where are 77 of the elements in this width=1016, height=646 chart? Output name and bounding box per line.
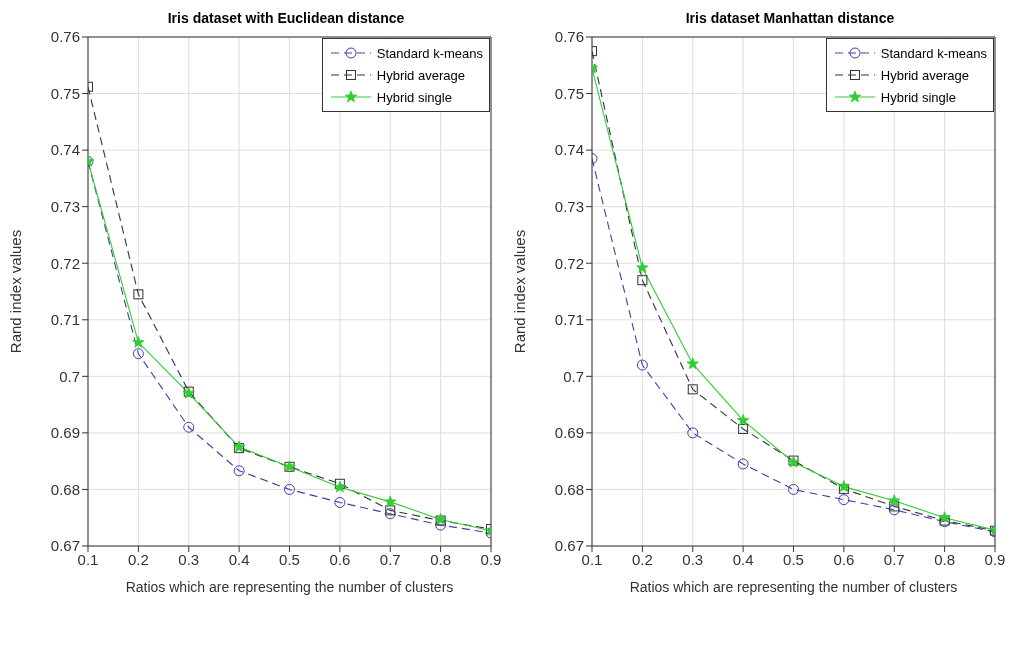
point [888,504,900,516]
y-tick-label: 0.73 [554,197,584,215]
point [938,511,951,523]
point [738,423,749,434]
y-tick-label: 0.75 [50,84,80,102]
point [183,421,195,433]
y-tick-label: 0.67 [50,537,80,555]
legend-label: Standard k-means [376,45,483,61]
point [132,348,144,360]
y-tick-label: 0.7 [59,367,80,385]
legend-label: Standard k-means [880,45,987,61]
y-tick-label: 0.76 [554,28,584,46]
x-tick-label: 0.6 [329,550,351,568]
x-tick-label: 0.5 [783,550,804,568]
point [889,501,900,512]
point [133,289,144,300]
x-tick-label: 0.9 [480,550,502,568]
x-tick-label: 0.5 [279,550,300,568]
point [233,465,245,477]
y-tick-label: 0.74 [50,141,80,159]
chart-title: Iris dataset Manhattan distance [684,10,896,26]
point [284,483,295,495]
point [838,494,850,506]
chart-title: Iris dataset with Euclidean distance [166,10,406,26]
y-tick-label: 0.69 [50,424,80,442]
x-tick-label: 0.3 [178,550,200,568]
point [737,414,750,426]
y-tick-label: 0.76 [50,28,80,46]
point [687,384,698,395]
x-tick-label: 0.4 [228,550,250,568]
legend-label: Hybrid average [880,67,969,83]
x-tick-label: 0.3 [682,550,704,568]
x-axis-title: Ratios which are representing the number of clusters [629,579,958,595]
x-tick-label: 0.2 [631,550,653,568]
point [384,495,397,508]
legend-label: Hybrid single [376,89,452,105]
point [132,336,145,348]
point [385,505,396,516]
point [686,357,699,370]
y-axis-title: Rand index values [7,229,25,354]
point [384,508,396,520]
y-tick-label: 0.7 [563,367,584,385]
y-axis-title: Rand index values [511,229,529,354]
y-tick-label: 0.72 [554,254,584,272]
x-tick-label: 0.9 [984,550,1006,568]
legend-label: Hybrid average [376,67,465,83]
point [888,494,901,507]
x-tick-label: 0.8 [934,550,956,568]
point [636,261,649,273]
y-tick-label: 0.67 [554,537,584,555]
point [334,496,346,508]
x-tick-label: 0.6 [833,550,855,568]
y-tick-label: 0.68 [50,480,80,498]
y-tick-label: 0.69 [554,424,584,442]
y-tick-label: 0.75 [554,84,584,102]
point [788,483,799,495]
x-tick-label: 0.1 [581,550,603,568]
point [333,480,346,493]
x-tick-label: 0.7 [379,550,401,568]
y-tick-label: 0.71 [554,311,584,329]
x-tick-label: 0.8 [430,550,452,568]
x-axis-title: Ratios which are representing the number of clusters [125,579,454,595]
point [636,359,648,371]
point [334,478,345,489]
x-tick-label: 0.2 [127,550,149,568]
y-tick-label: 0.68 [554,480,584,498]
y-tick-label: 0.73 [50,197,80,215]
y-tick-label: 0.71 [50,311,80,329]
point [737,458,749,470]
x-tick-label: 0.4 [732,550,754,568]
y-tick-label: 0.74 [554,141,584,159]
point [637,275,648,286]
y-tick-label: 0.72 [50,254,80,272]
x-tick-label: 0.1 [77,550,99,568]
x-tick-label: 0.7 [883,550,905,568]
point [687,427,699,439]
legend-label: Hybrid single [880,89,956,105]
